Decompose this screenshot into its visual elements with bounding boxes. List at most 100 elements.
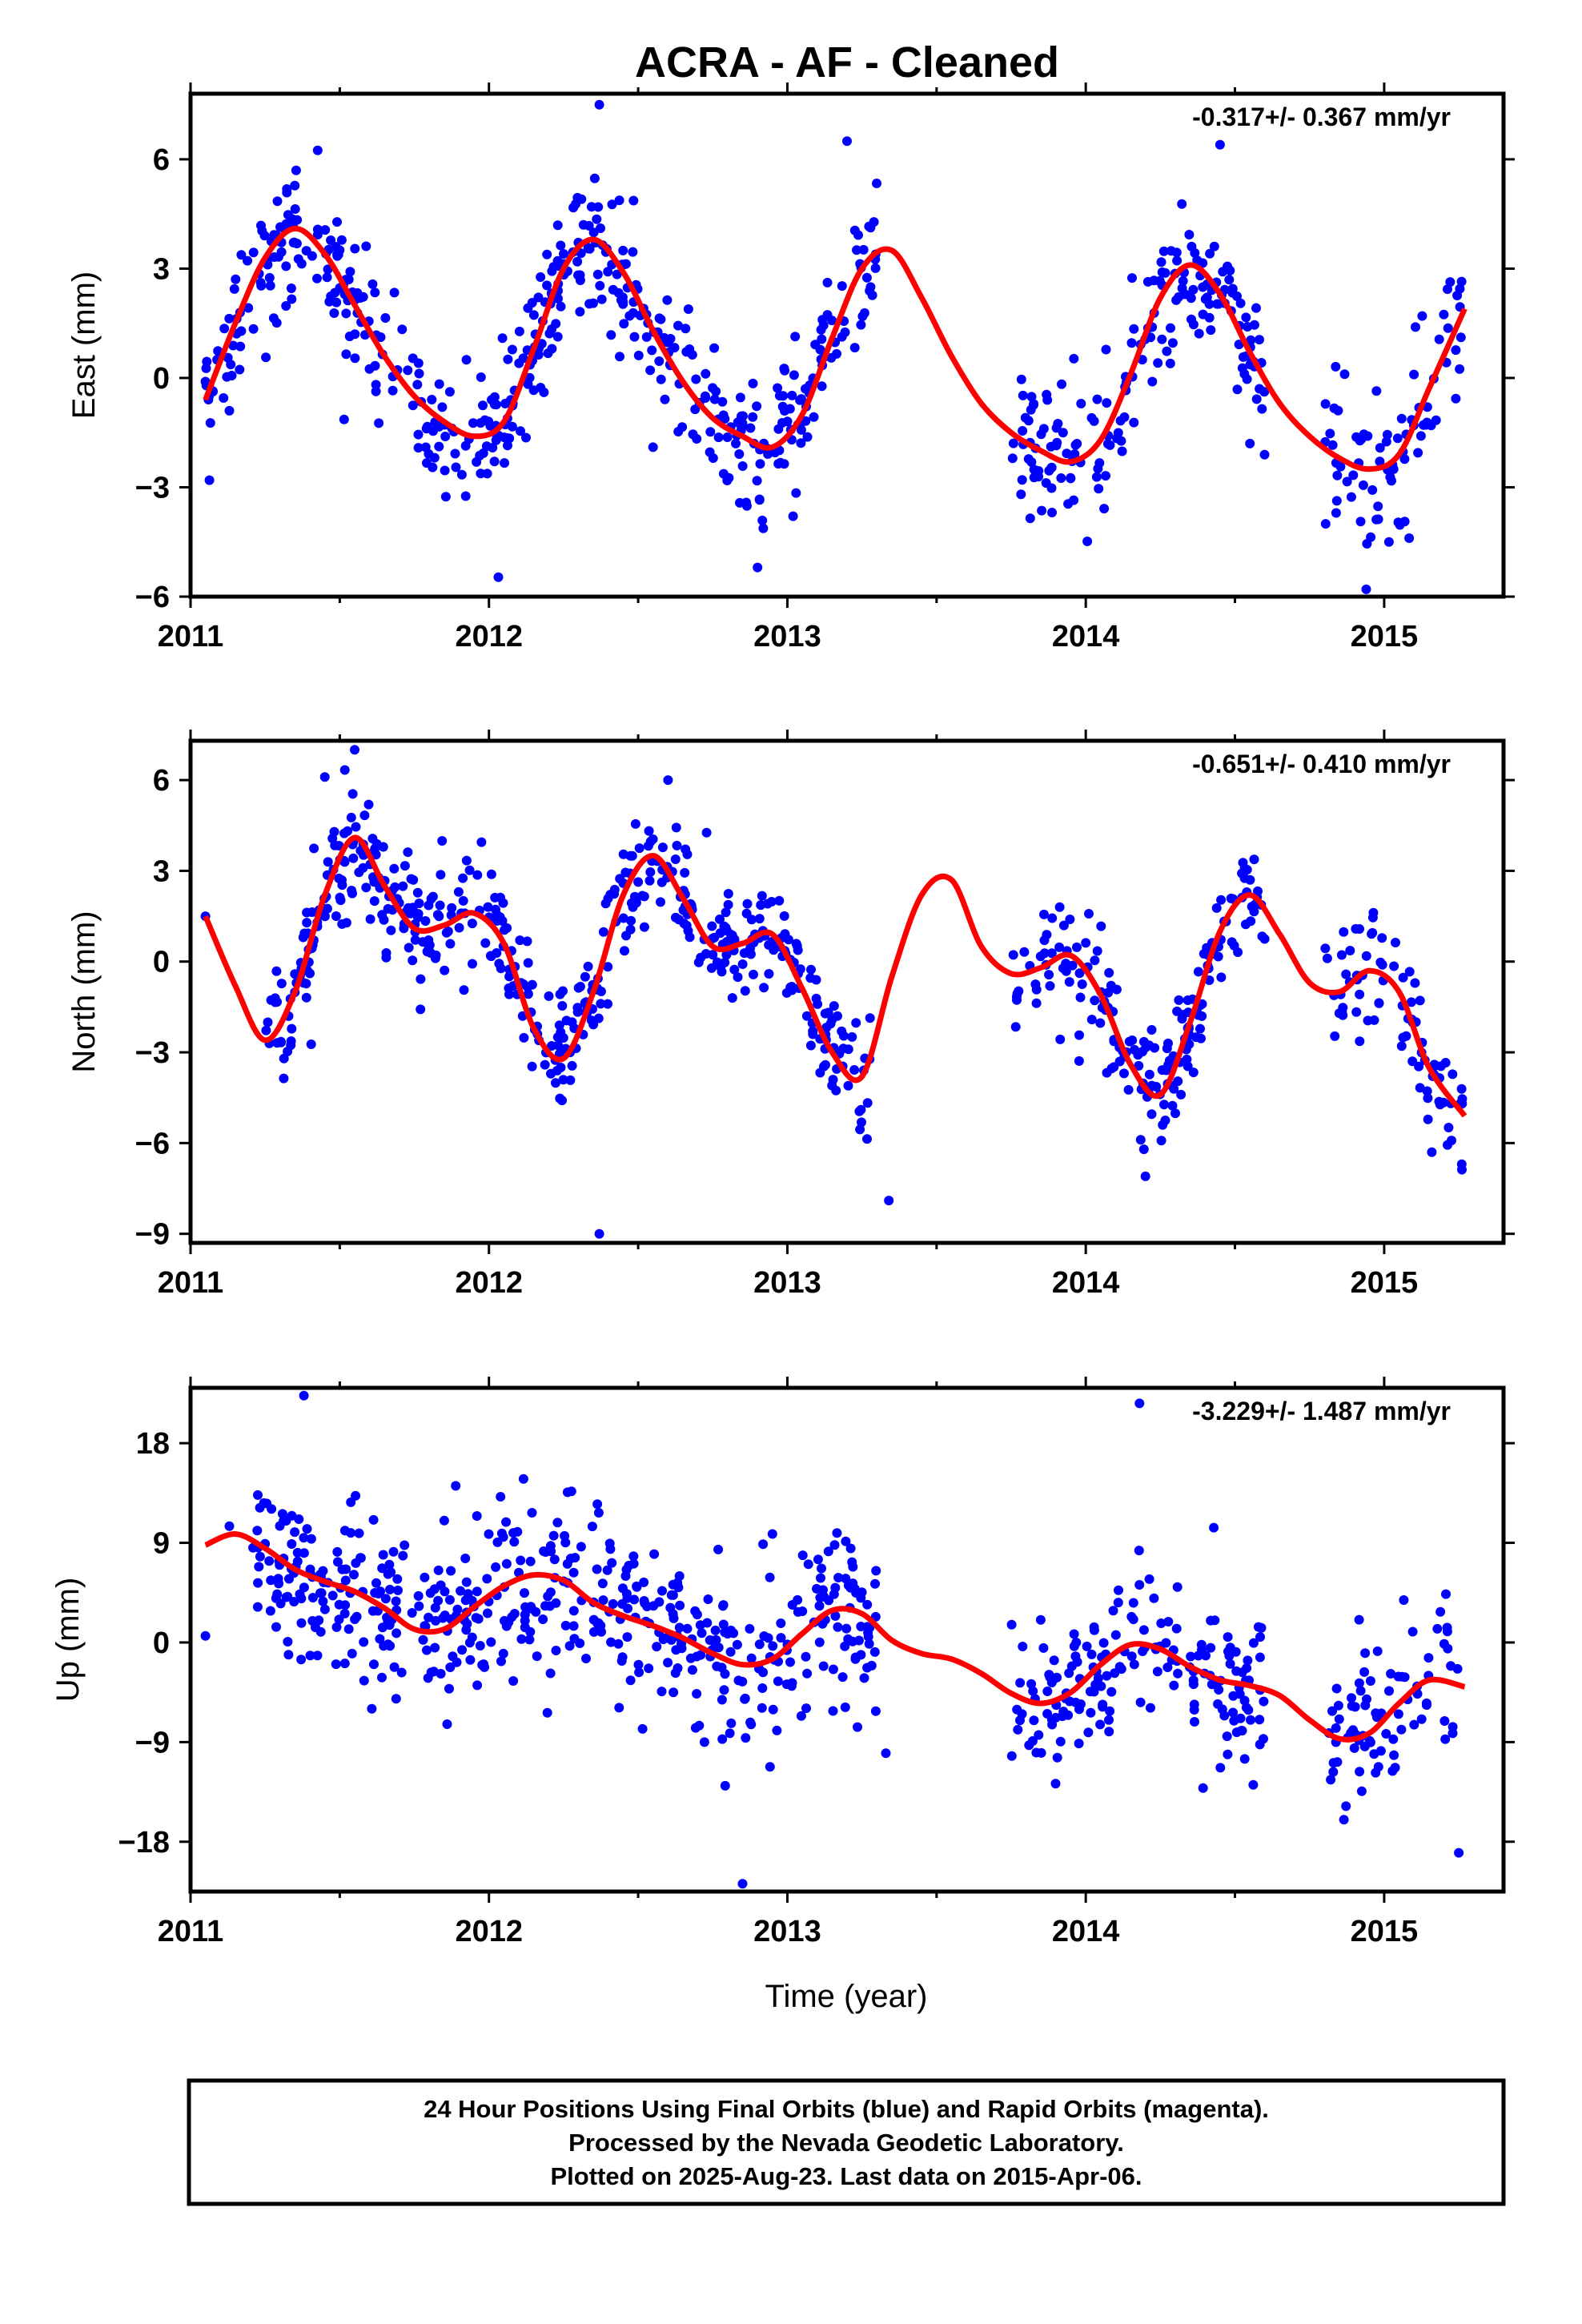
data-point bbox=[1335, 461, 1346, 472]
data-point bbox=[496, 1492, 506, 1502]
data-point bbox=[1057, 379, 1066, 389]
data-point bbox=[592, 214, 602, 224]
data-point bbox=[1339, 369, 1350, 380]
data-point bbox=[1439, 309, 1449, 320]
data-point bbox=[516, 1634, 527, 1644]
data-point bbox=[555, 1093, 565, 1104]
x-tick-label: 2011 bbox=[158, 1915, 223, 1948]
data-point bbox=[1356, 434, 1367, 444]
data-point bbox=[855, 1124, 865, 1135]
data-point bbox=[544, 1601, 555, 1611]
north-model-curve bbox=[203, 834, 1468, 1118]
data-point bbox=[624, 311, 635, 321]
data-point bbox=[595, 280, 605, 291]
data-point bbox=[339, 1608, 350, 1618]
data-point bbox=[1129, 417, 1139, 428]
data-point bbox=[271, 966, 282, 976]
data-point bbox=[444, 1683, 454, 1694]
data-point bbox=[812, 1583, 821, 1594]
data-point bbox=[1172, 1006, 1182, 1016]
data-point bbox=[674, 1571, 685, 1581]
data-point bbox=[1374, 998, 1384, 1008]
data-point bbox=[552, 220, 563, 231]
data-point bbox=[1039, 909, 1049, 919]
data-point bbox=[520, 1588, 529, 1598]
data-point bbox=[536, 272, 546, 282]
data-point bbox=[440, 492, 451, 502]
data-point bbox=[450, 448, 460, 459]
data-point bbox=[596, 294, 607, 304]
data-point bbox=[639, 1577, 649, 1587]
data-point bbox=[557, 1001, 568, 1011]
data-point bbox=[1149, 275, 1159, 286]
data-point bbox=[1153, 358, 1163, 368]
data-point bbox=[1404, 533, 1415, 543]
data-point bbox=[299, 1548, 309, 1558]
data-point bbox=[1101, 344, 1111, 355]
data-point bbox=[263, 1017, 273, 1027]
data-point bbox=[822, 277, 833, 287]
data-point bbox=[416, 1004, 426, 1015]
data-point bbox=[453, 887, 464, 897]
data-point bbox=[404, 943, 414, 953]
data-point bbox=[637, 1723, 648, 1734]
data-point bbox=[1065, 915, 1075, 924]
data-point bbox=[509, 1609, 520, 1618]
data-point bbox=[725, 1728, 735, 1739]
data-point bbox=[1165, 358, 1175, 368]
data-point bbox=[1031, 1747, 1042, 1758]
data-point bbox=[634, 1667, 644, 1678]
data-point bbox=[757, 1703, 767, 1713]
data-point bbox=[329, 826, 339, 837]
data-point bbox=[336, 235, 347, 245]
data-point bbox=[378, 1550, 388, 1560]
data-point bbox=[547, 266, 557, 276]
data-point bbox=[400, 861, 410, 871]
data-point bbox=[1173, 1076, 1183, 1087]
data-point bbox=[705, 427, 716, 437]
data-point bbox=[1407, 1626, 1418, 1637]
data-point bbox=[1167, 338, 1178, 348]
data-point bbox=[347, 886, 357, 895]
data-point bbox=[1011, 991, 1022, 1002]
data-point bbox=[518, 353, 528, 364]
data-point bbox=[339, 828, 349, 838]
data-point bbox=[1389, 1750, 1399, 1760]
data-point bbox=[451, 462, 461, 472]
data-point bbox=[857, 312, 868, 321]
data-point bbox=[666, 1590, 677, 1600]
y-tick-label: −9 bbox=[135, 1218, 170, 1252]
data-point bbox=[1186, 314, 1196, 324]
data-point bbox=[518, 1474, 528, 1484]
data-point bbox=[1214, 299, 1224, 309]
data-point bbox=[837, 281, 847, 292]
data-point bbox=[692, 1651, 702, 1662]
data-point bbox=[347, 789, 358, 799]
data-point bbox=[823, 1546, 833, 1557]
data-point bbox=[413, 1590, 424, 1601]
data-point bbox=[592, 269, 603, 279]
data-point bbox=[1008, 438, 1018, 448]
data-point bbox=[1093, 464, 1103, 474]
data-point bbox=[460, 1554, 471, 1563]
data-point bbox=[476, 468, 486, 479]
data-point bbox=[1111, 984, 1122, 995]
data-point bbox=[791, 939, 801, 949]
data-point bbox=[340, 1575, 351, 1586]
data-point bbox=[1213, 951, 1223, 962]
data-point bbox=[1209, 241, 1219, 251]
data-point bbox=[391, 1596, 401, 1606]
data-point bbox=[752, 476, 762, 486]
data-point bbox=[840, 1702, 850, 1712]
data-point bbox=[1095, 1719, 1106, 1730]
data-point bbox=[341, 308, 351, 319]
data-point bbox=[524, 1634, 535, 1645]
data-point bbox=[568, 1567, 579, 1578]
data-point bbox=[290, 1527, 300, 1538]
data-point bbox=[774, 895, 785, 906]
data-point bbox=[753, 562, 763, 573]
data-point bbox=[1016, 374, 1026, 384]
data-point bbox=[588, 1614, 599, 1625]
up-plot-frame bbox=[188, 1385, 1506, 1894]
data-point bbox=[1372, 1646, 1383, 1656]
